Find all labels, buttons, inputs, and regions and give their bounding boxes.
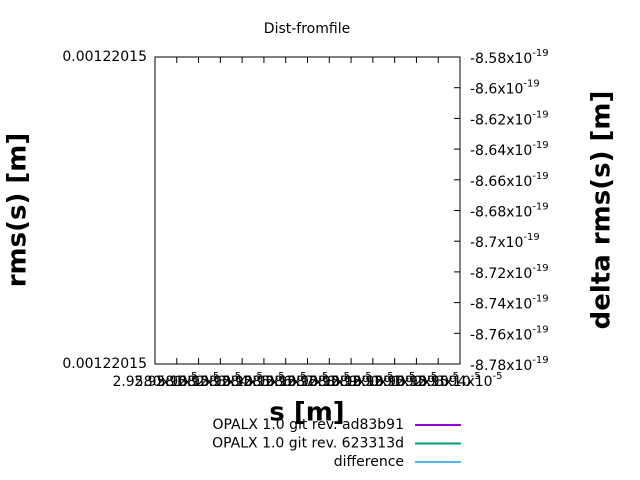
y2-tick-label: -8.78x10-19 (470, 355, 549, 374)
y-tick-label: 0.00122015 (62, 356, 147, 372)
x-tick-label: 2.9585x10-5 (221, 371, 306, 390)
x-tick-label: 2.9591x10-5 (352, 371, 437, 390)
x-tick-label: 2.9580x10-5 (112, 371, 197, 390)
y2-tick-label: -8.64x10-19 (470, 140, 549, 159)
y2-tick-label: -8.74x10-19 (470, 294, 549, 313)
y-axis-label: rms(s) [m] (3, 133, 33, 288)
x-tick-label: 2.9587x10-5 (265, 371, 350, 390)
x-axis-label: s [m] (269, 398, 344, 428)
y2-tick-label: -8.66x10-19 (470, 171, 549, 190)
x-tick-label: 2.9589x10-5 (309, 371, 394, 390)
x-tick-label: 2.9593x10-5 (396, 371, 481, 390)
y-tick-label: 0.00122015 (62, 49, 147, 65)
x-tick-label: 2.9594x10-5 (417, 371, 502, 390)
x-tick-label: 2.9582x10-5 (156, 371, 241, 390)
y2-tick-label: -8.62x10-19 (470, 109, 549, 128)
y2-tick-label: -8.6x10-19 (470, 79, 540, 98)
legend-label: difference (334, 454, 404, 470)
x-tick-label: 2.9590x10-5 (330, 371, 415, 390)
y2-tick-label: -8.58x10-19 (470, 48, 549, 67)
plot-frame (154, 56, 461, 365)
legend-label: OPALX 1.0 git rev. ad83b91 (212, 417, 404, 433)
y2-tick-label: -8.68x10-19 (470, 202, 549, 221)
x-tick-label: 2.9586x10-5 (243, 371, 328, 390)
legend-label: OPALX 1.0 git rev. 623313d (212, 436, 404, 452)
y2-tick-label: -8.7x10-19 (470, 232, 540, 251)
y2-tick-label: -8.72x10-19 (470, 263, 549, 282)
y2-axis-label: delta rms(s) [m] (587, 91, 617, 330)
chart-title: Dist-fromfile (264, 21, 350, 37)
y2-tick-label: -8.76x10-19 (470, 324, 549, 343)
x-tick-label: 2.9592x10-5 (374, 371, 459, 390)
x-tick-label: 2.9588x10-5 (287, 371, 372, 390)
x-tick-label: 2.9584x10-5 (200, 371, 285, 390)
x-tick-label: 2.9581x10-5 (134, 371, 219, 390)
x-tick-label: 2.9583x10-5 (178, 371, 263, 390)
